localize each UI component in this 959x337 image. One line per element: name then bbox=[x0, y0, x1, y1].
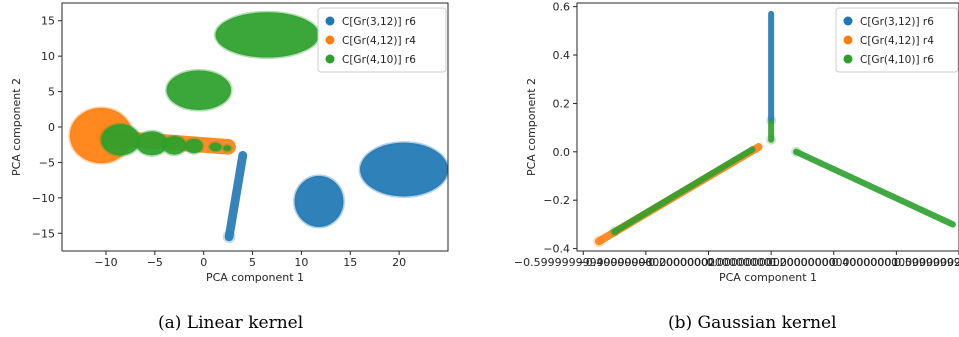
x-tick-label: 0.59999999999999998 bbox=[894, 256, 959, 269]
faded-point bbox=[593, 235, 605, 248]
x-tick-label: −0.59999999999999998 bbox=[514, 256, 653, 269]
legend-label: C[Gr(4,10)] r6 bbox=[342, 54, 416, 66]
series-2 bbox=[609, 119, 956, 237]
x-tick-label: −0.40000000000000002 bbox=[577, 256, 716, 269]
legend-box bbox=[317, 7, 447, 73]
y-axis-label: PCA component 2 bbox=[525, 78, 538, 176]
y-tick-label: 0 bbox=[48, 121, 55, 134]
cluster-point-cloud bbox=[183, 137, 205, 155]
x-tick-label: −0.20000000000000001 bbox=[639, 256, 778, 269]
x-tick-label: 0.40000000000000002 bbox=[832, 256, 959, 269]
x-tick-label: 0.20000000000000001 bbox=[769, 256, 898, 269]
y-tick-label: −0.4 bbox=[543, 243, 570, 256]
x-tick-label: 0.00000000000000000 bbox=[706, 256, 835, 269]
cluster-point-cloud bbox=[99, 122, 142, 157]
plot-area bbox=[593, 10, 956, 248]
y-tick-label: 0.2 bbox=[553, 97, 571, 110]
legend-box bbox=[835, 7, 959, 73]
y-axis-label: PCA component 2 bbox=[10, 78, 23, 176]
faded-point bbox=[791, 146, 802, 157]
legend-marker bbox=[843, 35, 853, 45]
y-tick-label: 0.4 bbox=[553, 49, 571, 62]
legend-label: C[Gr(3,12)] r6 bbox=[860, 16, 934, 28]
y-tick-label: 0.6 bbox=[553, 1, 571, 14]
cluster-point-band bbox=[611, 146, 756, 235]
series-2 bbox=[99, 10, 321, 157]
scatter-chart-gaussian: −0.59999999999999998−0.40000000000000002… bbox=[514, 1, 959, 284]
legend-label: C[Gr(4,12)] r4 bbox=[342, 35, 416, 47]
faded-point bbox=[766, 134, 777, 145]
y-tick-label: 0.0 bbox=[553, 146, 571, 159]
x-tick-label: 0 bbox=[200, 256, 207, 269]
caption-linear-kernel: (a) Linear kernel bbox=[158, 313, 304, 333]
caption-gaussian-kernel: (b) Gaussian kernel bbox=[668, 313, 837, 333]
cluster-point-cloud bbox=[161, 134, 188, 157]
scatter-chart-linear: −10 −5 0 5 10 15 20 −15 −10 −5 0 5 10 15 PCA component… bbox=[10, 2, 449, 284]
series-0 bbox=[766, 10, 777, 126]
legend-marker bbox=[843, 16, 853, 26]
cluster-point-band bbox=[224, 150, 248, 242]
axes-frame bbox=[576, 2, 959, 252]
faded-point bbox=[222, 230, 236, 244]
x-tick-label: 15 bbox=[343, 256, 357, 269]
legend-marker bbox=[325, 35, 335, 45]
x-tick-label: −10 bbox=[94, 256, 117, 269]
legend-marker bbox=[843, 54, 853, 64]
plot-area bbox=[68, 10, 448, 244]
cluster-point-cloud bbox=[358, 141, 448, 198]
y-tick-label: 10 bbox=[41, 50, 55, 63]
legend: C[Gr(3,12)] r6 C[Gr(4,12)] r4 C[Gr(4,10)] … bbox=[317, 7, 447, 73]
cluster-point-cloud bbox=[293, 174, 345, 229]
x-axis-label: PCA component 1 bbox=[719, 271, 817, 284]
series-0 bbox=[222, 141, 448, 244]
cluster-point-band bbox=[793, 148, 956, 228]
legend-marker bbox=[325, 16, 335, 26]
legend-label: C[Gr(3,12)] r6 bbox=[342, 16, 416, 28]
y-tick-label: −0.2 bbox=[543, 194, 570, 207]
cluster-point-cloud bbox=[213, 10, 321, 60]
x-tick-label: 5 bbox=[249, 256, 256, 269]
y-tick-label: −5 bbox=[39, 156, 55, 169]
legend-marker bbox=[325, 54, 335, 64]
cluster-point-cloud bbox=[165, 68, 233, 112]
y-tick-label: 5 bbox=[48, 86, 55, 99]
x-axis-label: PCA component 1 bbox=[206, 271, 304, 284]
y-tick-label: −15 bbox=[32, 227, 55, 240]
x-tick-label: 10 bbox=[294, 256, 308, 269]
x-tick-label: −5 bbox=[147, 256, 163, 269]
cluster-point-cloud bbox=[208, 141, 223, 153]
y-tick-label: −10 bbox=[32, 192, 55, 205]
y-tick-label: 15 bbox=[41, 15, 55, 28]
legend-label: C[Gr(4,12)] r4 bbox=[860, 35, 934, 47]
faded-point bbox=[609, 226, 620, 237]
x-tick-label: 20 bbox=[392, 256, 406, 269]
cluster-point-cloud bbox=[221, 143, 233, 153]
legend-label: C[Gr(4,10)] r6 bbox=[860, 54, 934, 66]
legend: C[Gr(3,12)] r6 C[Gr(4,12)] r4 C[Gr(4,10)] … bbox=[835, 7, 959, 73]
